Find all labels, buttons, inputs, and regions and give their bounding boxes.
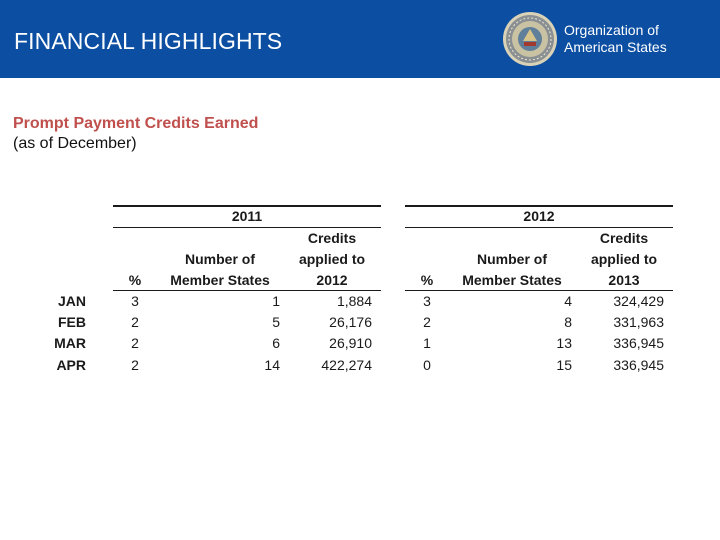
col-header-credits-2012-l1: Credits bbox=[599, 230, 649, 246]
col-header-num-2012-l1: Number of bbox=[477, 251, 547, 267]
row-label-month: MAR bbox=[54, 335, 86, 351]
cell-pct-2012: 2 bbox=[423, 314, 431, 330]
cell-num-2011: 5 bbox=[272, 314, 280, 330]
cell-credits-2011: 422,274 bbox=[321, 357, 372, 373]
rule-2012-header-bottom bbox=[405, 290, 673, 291]
cell-num-2011: 1 bbox=[272, 293, 280, 309]
cell-pct-2011: 2 bbox=[131, 314, 139, 330]
section-note: (as of December) bbox=[13, 135, 137, 152]
page-title: FINANCIAL HIGHLIGHTS bbox=[14, 28, 283, 54]
oas-seal-logo bbox=[503, 12, 557, 66]
col-header-pct-2011: % bbox=[128, 272, 142, 288]
group-header-2012: 2012 bbox=[523, 208, 555, 224]
cell-num-2012: 13 bbox=[556, 335, 572, 351]
org-name: Organization of American States bbox=[564, 22, 667, 56]
rule-2011-top bbox=[113, 205, 381, 207]
col-header-credits-2012-l2: applied to bbox=[590, 251, 658, 267]
cell-credits-2012: 331,963 bbox=[613, 314, 664, 330]
cell-credits-2012: 336,945 bbox=[613, 335, 664, 351]
col-header-num-2011-l2: Member States bbox=[170, 272, 270, 288]
rule-2012-sub bbox=[405, 227, 673, 228]
cell-pct-2012: 0 bbox=[423, 357, 431, 373]
org-name-line1: Organization of bbox=[564, 22, 659, 38]
rule-2012-top bbox=[405, 205, 673, 207]
cell-credits-2012: 324,429 bbox=[613, 293, 664, 309]
col-header-credits-2011-l1: Credits bbox=[307, 230, 357, 246]
cell-num-2011: 14 bbox=[264, 357, 280, 373]
rule-2011-header-bottom bbox=[113, 290, 381, 291]
rule-2011-sub bbox=[113, 227, 381, 228]
cell-num-2011: 6 bbox=[272, 335, 280, 351]
cell-pct-2011: 3 bbox=[131, 293, 139, 309]
col-header-credits-2011-l3: 2012 bbox=[316, 272, 348, 288]
col-header-num-2011-l1: Number of bbox=[185, 251, 255, 267]
col-header-credits-2012-l3: 2013 bbox=[608, 272, 640, 288]
section-heading: Prompt Payment Credits Earned (as of Dec… bbox=[13, 114, 258, 154]
org-name-line2: American States bbox=[564, 39, 667, 55]
header-bar: FINANCIAL HIGHLIGHTS Organization of Ame… bbox=[0, 0, 720, 78]
cell-credits-2011: 1,884 bbox=[336, 293, 372, 309]
cell-pct-2011: 2 bbox=[131, 335, 139, 351]
cell-num-2012: 8 bbox=[564, 314, 572, 330]
cell-pct-2011: 2 bbox=[131, 357, 139, 373]
col-header-credits-2011-l2: applied to bbox=[298, 251, 366, 267]
group-header-2011: 2011 bbox=[231, 208, 263, 224]
section-title: Prompt Payment Credits Earned bbox=[13, 115, 259, 132]
cell-pct-2012: 1 bbox=[423, 335, 431, 351]
col-header-pct-2012: % bbox=[420, 272, 434, 288]
row-label-month: JAN bbox=[57, 293, 86, 309]
row-label-month: FEB bbox=[58, 314, 86, 330]
cell-num-2012: 4 bbox=[564, 293, 572, 309]
cell-num-2012: 15 bbox=[556, 357, 572, 373]
col-header-num-2012-l2: Member States bbox=[462, 272, 562, 288]
cell-pct-2012: 3 bbox=[423, 293, 431, 309]
cell-credits-2011: 26,176 bbox=[329, 314, 372, 330]
cell-credits-2012: 336,945 bbox=[613, 357, 664, 373]
cell-credits-2011: 26,910 bbox=[329, 335, 372, 351]
row-label-month: APR bbox=[56, 357, 86, 373]
